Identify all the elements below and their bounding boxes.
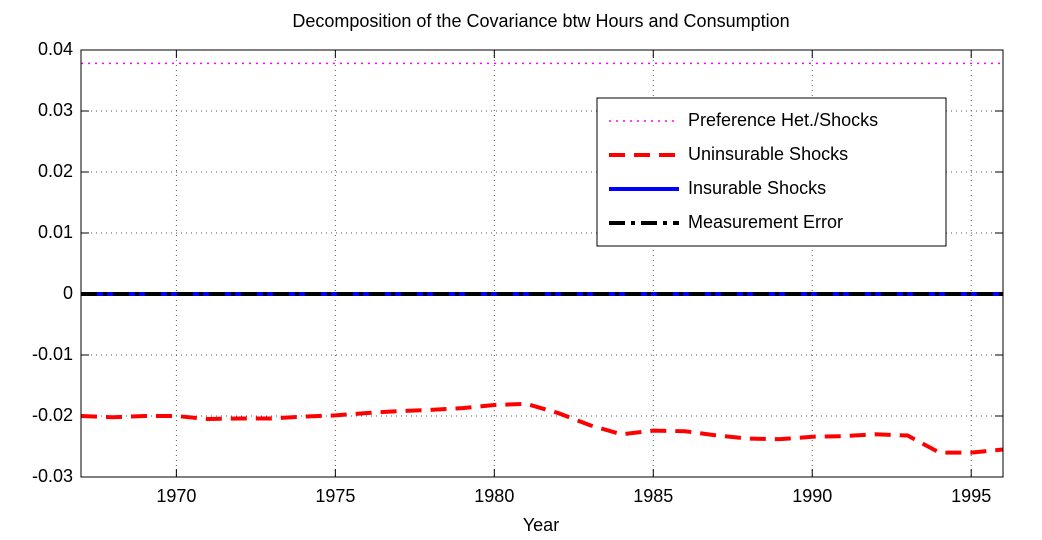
y-tick-label: 0 bbox=[63, 283, 73, 303]
x-tick-label: 1995 bbox=[951, 486, 991, 506]
chart-title: Decomposition of the Covariance btw Hour… bbox=[292, 11, 789, 31]
x-tick-label: 1990 bbox=[792, 486, 832, 506]
x-tick-label: 1985 bbox=[633, 486, 673, 506]
x-tick-label: 1980 bbox=[474, 486, 514, 506]
y-tick-label: 0.01 bbox=[38, 222, 73, 242]
series-line bbox=[80, 401, 1004, 455]
y-tick-label: -0.02 bbox=[32, 405, 73, 425]
x-axis-label: Year bbox=[523, 515, 559, 535]
legend-label: Insurable Shocks bbox=[688, 178, 826, 198]
x-tick-label: 1975 bbox=[315, 486, 355, 506]
y-tick-label: 0.04 bbox=[38, 39, 73, 59]
legend-label: Preference Het./Shocks bbox=[688, 110, 878, 130]
legend-label: Uninsurable Shocks bbox=[688, 144, 848, 164]
y-tick-label: 0.03 bbox=[38, 100, 73, 120]
x-tick-label: 1970 bbox=[156, 486, 196, 506]
y-tick-label: -0.03 bbox=[32, 466, 73, 486]
plot-frame bbox=[80, 49, 1004, 478]
legend-label: Measurement Error bbox=[688, 212, 843, 232]
y-tick-label: -0.01 bbox=[32, 344, 73, 364]
y-tick-label: 0.02 bbox=[38, 161, 73, 181]
